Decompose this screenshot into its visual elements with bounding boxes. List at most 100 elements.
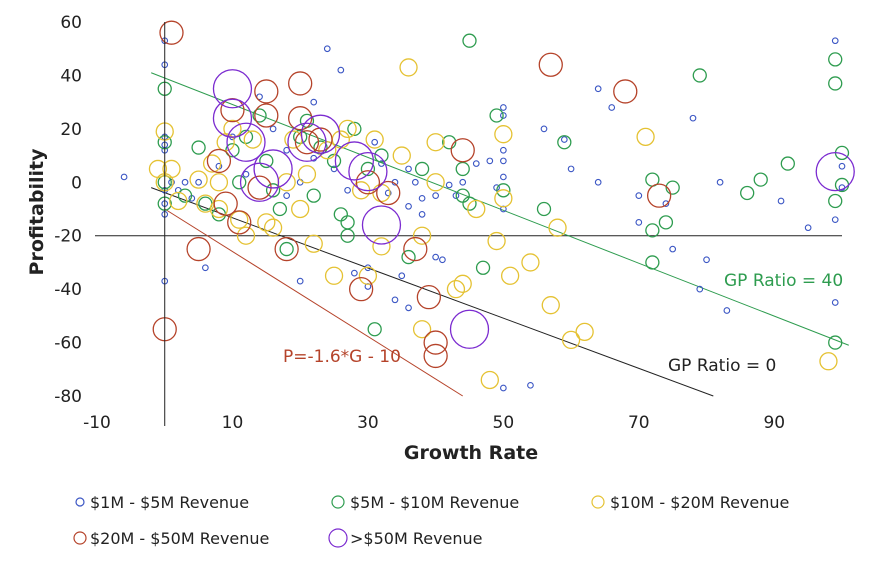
data-point-series-2 bbox=[636, 127, 655, 147]
data-point-series-0 bbox=[831, 299, 839, 306]
y-axis-label: Profitability bbox=[26, 148, 48, 276]
data-point-series-0 bbox=[635, 219, 643, 226]
data-point-series-0 bbox=[411, 178, 419, 186]
data-point-series-2 bbox=[412, 226, 432, 245]
legend-item-20m-50m: $20M - $50M Revenue bbox=[73, 529, 269, 548]
data-point-series-4 bbox=[212, 69, 253, 109]
data-point-series-2 bbox=[426, 133, 445, 152]
x-tick-label: 50 bbox=[493, 413, 515, 433]
data-point-series-0 bbox=[452, 192, 460, 199]
data-point-series-1 bbox=[462, 196, 477, 211]
data-point-series-3 bbox=[159, 20, 184, 45]
y-tick-label: -80 bbox=[54, 387, 82, 407]
data-point-series-1 bbox=[536, 201, 552, 217]
data-point-series-0 bbox=[378, 160, 385, 167]
data-point-series-2 bbox=[189, 170, 208, 189]
data-point-series-0 bbox=[405, 304, 412, 312]
data-point-series-4 bbox=[449, 309, 490, 349]
data-point-series-1 bbox=[177, 188, 193, 203]
data-point-series-1 bbox=[828, 52, 843, 67]
data-point-series-1 bbox=[462, 33, 477, 48]
data-point-series-0 bbox=[500, 146, 507, 154]
data-point-series-0 bbox=[168, 178, 175, 186]
data-point-series-0 bbox=[351, 269, 358, 277]
legend-marker-20m-50m bbox=[73, 531, 87, 545]
data-point-series-0 bbox=[459, 178, 467, 186]
data-point-series-2 bbox=[412, 320, 432, 339]
data-point-series-3 bbox=[254, 103, 279, 128]
data-point-series-2 bbox=[148, 159, 168, 179]
data-point-series-0 bbox=[777, 197, 785, 205]
data-point-series-2 bbox=[358, 266, 378, 285]
data-point-series-2 bbox=[494, 189, 513, 208]
data-point-series-1 bbox=[191, 140, 206, 155]
data-point-series-0 bbox=[560, 136, 568, 143]
data-point-series-1 bbox=[306, 188, 321, 203]
data-point-series-1 bbox=[658, 215, 674, 230]
data-point-series-2 bbox=[494, 125, 513, 144]
data-point-series-1 bbox=[828, 193, 843, 209]
data-point-series-4 bbox=[212, 98, 253, 138]
data-point-series-0 bbox=[540, 125, 548, 133]
reference-line-1 bbox=[151, 187, 714, 397]
data-point-series-4 bbox=[239, 162, 280, 202]
data-point-series-0 bbox=[432, 192, 439, 199]
y-tick-label: 0 bbox=[71, 173, 82, 193]
data-point-series-0 bbox=[405, 165, 412, 173]
data-point-series-3 bbox=[403, 236, 428, 262]
data-point-series-2 bbox=[541, 296, 560, 315]
data-point-series-2 bbox=[297, 165, 317, 184]
y-tick-label: 60 bbox=[60, 13, 82, 33]
data-point-series-3 bbox=[254, 79, 279, 104]
legend-label-1m-5m: $1M - $5M Revenue bbox=[90, 493, 249, 512]
data-point-series-0 bbox=[804, 224, 812, 232]
axes: -80 -60 -40 -20 0 20 40 60 -10 10 30 50 70 90 bbox=[54, 13, 785, 433]
data-point-series-2 bbox=[467, 199, 486, 219]
data-point-series-0 bbox=[269, 125, 277, 133]
legend-item-1m-5m: $1M - $5M Revenue bbox=[75, 493, 249, 512]
y-tick-label: 40 bbox=[60, 66, 82, 86]
data-point-series-1 bbox=[780, 156, 795, 171]
data-point-series-3 bbox=[308, 127, 333, 152]
data-point-series-2 bbox=[521, 253, 540, 272]
data-point-series-2 bbox=[453, 274, 472, 293]
data-point-series-0 bbox=[296, 277, 304, 285]
data-point-series-4 bbox=[226, 122, 266, 162]
legend-label-5m-10m: $5M - $10M Revenue bbox=[350, 493, 519, 512]
data-point-series-0 bbox=[323, 45, 331, 53]
data-point-series-0 bbox=[831, 216, 839, 224]
x-tick-label: 90 bbox=[763, 413, 785, 433]
data-point-series-0 bbox=[594, 85, 602, 93]
data-point-series-3 bbox=[274, 236, 299, 262]
y-tick-label: -60 bbox=[54, 334, 82, 354]
data-point-series-2 bbox=[209, 173, 229, 192]
data-point-series-3 bbox=[355, 170, 381, 195]
data-point-series-0 bbox=[418, 210, 426, 218]
reference-line-2 bbox=[164, 208, 463, 397]
data-point-series-1 bbox=[259, 153, 274, 169]
data-point-series-0 bbox=[669, 245, 677, 253]
data-point-series-1 bbox=[401, 249, 416, 265]
legend-label-10m-20m: $10M - $20M Revenue bbox=[610, 493, 789, 512]
data-point-series-0 bbox=[500, 173, 507, 181]
data-point-series-2 bbox=[243, 130, 262, 149]
y-tick-label: 20 bbox=[60, 120, 82, 140]
x-tick-label: 70 bbox=[628, 413, 650, 433]
data-point-series-2 bbox=[365, 130, 384, 149]
data-point-series-1 bbox=[313, 140, 328, 155]
data-point-series-2 bbox=[561, 330, 581, 350]
data-point-series-3 bbox=[348, 276, 374, 302]
annotation-profit-formula: P=-1.6*G - 10 bbox=[283, 347, 401, 367]
data-point-series-1 bbox=[347, 121, 362, 137]
data-point-series-3 bbox=[450, 138, 475, 163]
data-point-series-1 bbox=[489, 108, 504, 123]
y-tick-label: -20 bbox=[54, 227, 82, 247]
legend-label-over-50m: >$50M Revenue bbox=[350, 529, 483, 548]
data-point-series-2 bbox=[500, 266, 520, 285]
data-point-series-2 bbox=[487, 231, 506, 251]
data-point-series-0 bbox=[371, 138, 379, 146]
data-point-series-0 bbox=[635, 192, 643, 199]
data-point-series-2 bbox=[372, 237, 391, 256]
data-point-series-3 bbox=[227, 210, 252, 235]
